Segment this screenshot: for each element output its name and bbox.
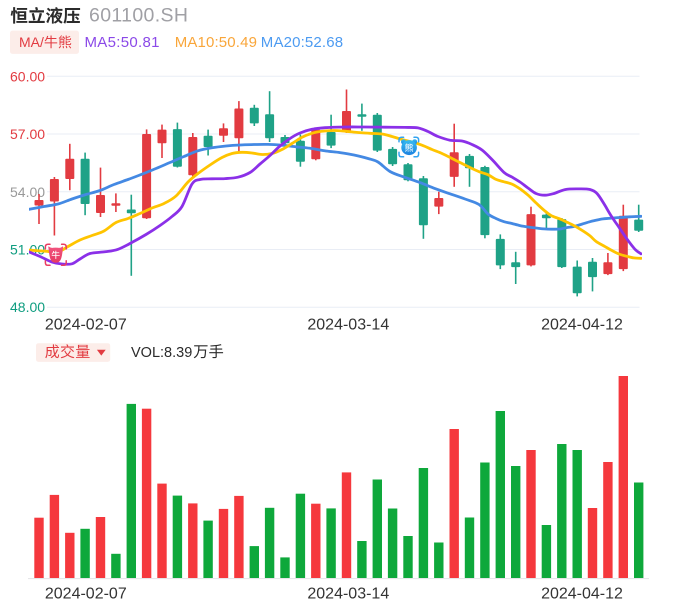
svg-text:VOL:8.39: VOL:8.39 — [131, 345, 192, 361]
svg-text:MA10:50.49: MA10:50.49 — [175, 34, 257, 51]
svg-text:54.00: 54.00 — [10, 184, 45, 200]
svg-text:2024-03-14: 2024-03-14 — [307, 585, 389, 602]
svg-text:601100.SH: 601100.SH — [89, 4, 188, 26]
svg-text:60.00: 60.00 — [10, 68, 45, 84]
svg-text:2024-02-07: 2024-02-07 — [45, 585, 127, 602]
svg-text:2024-04-12: 2024-04-12 — [541, 317, 623, 334]
svg-text:MA/: MA/ — [19, 34, 44, 50]
svg-text:MA5:50.81: MA5:50.81 — [85, 34, 160, 51]
svg-text:2024-03-14: 2024-03-14 — [307, 317, 389, 334]
svg-text:2024-02-07: 2024-02-07 — [45, 317, 127, 334]
svg-text:2024-04-12: 2024-04-12 — [541, 585, 623, 602]
svg-text:48.00: 48.00 — [10, 299, 45, 315]
svg-text:57.00: 57.00 — [10, 126, 45, 142]
svg-text:MA20:52.68: MA20:52.68 — [261, 34, 343, 51]
